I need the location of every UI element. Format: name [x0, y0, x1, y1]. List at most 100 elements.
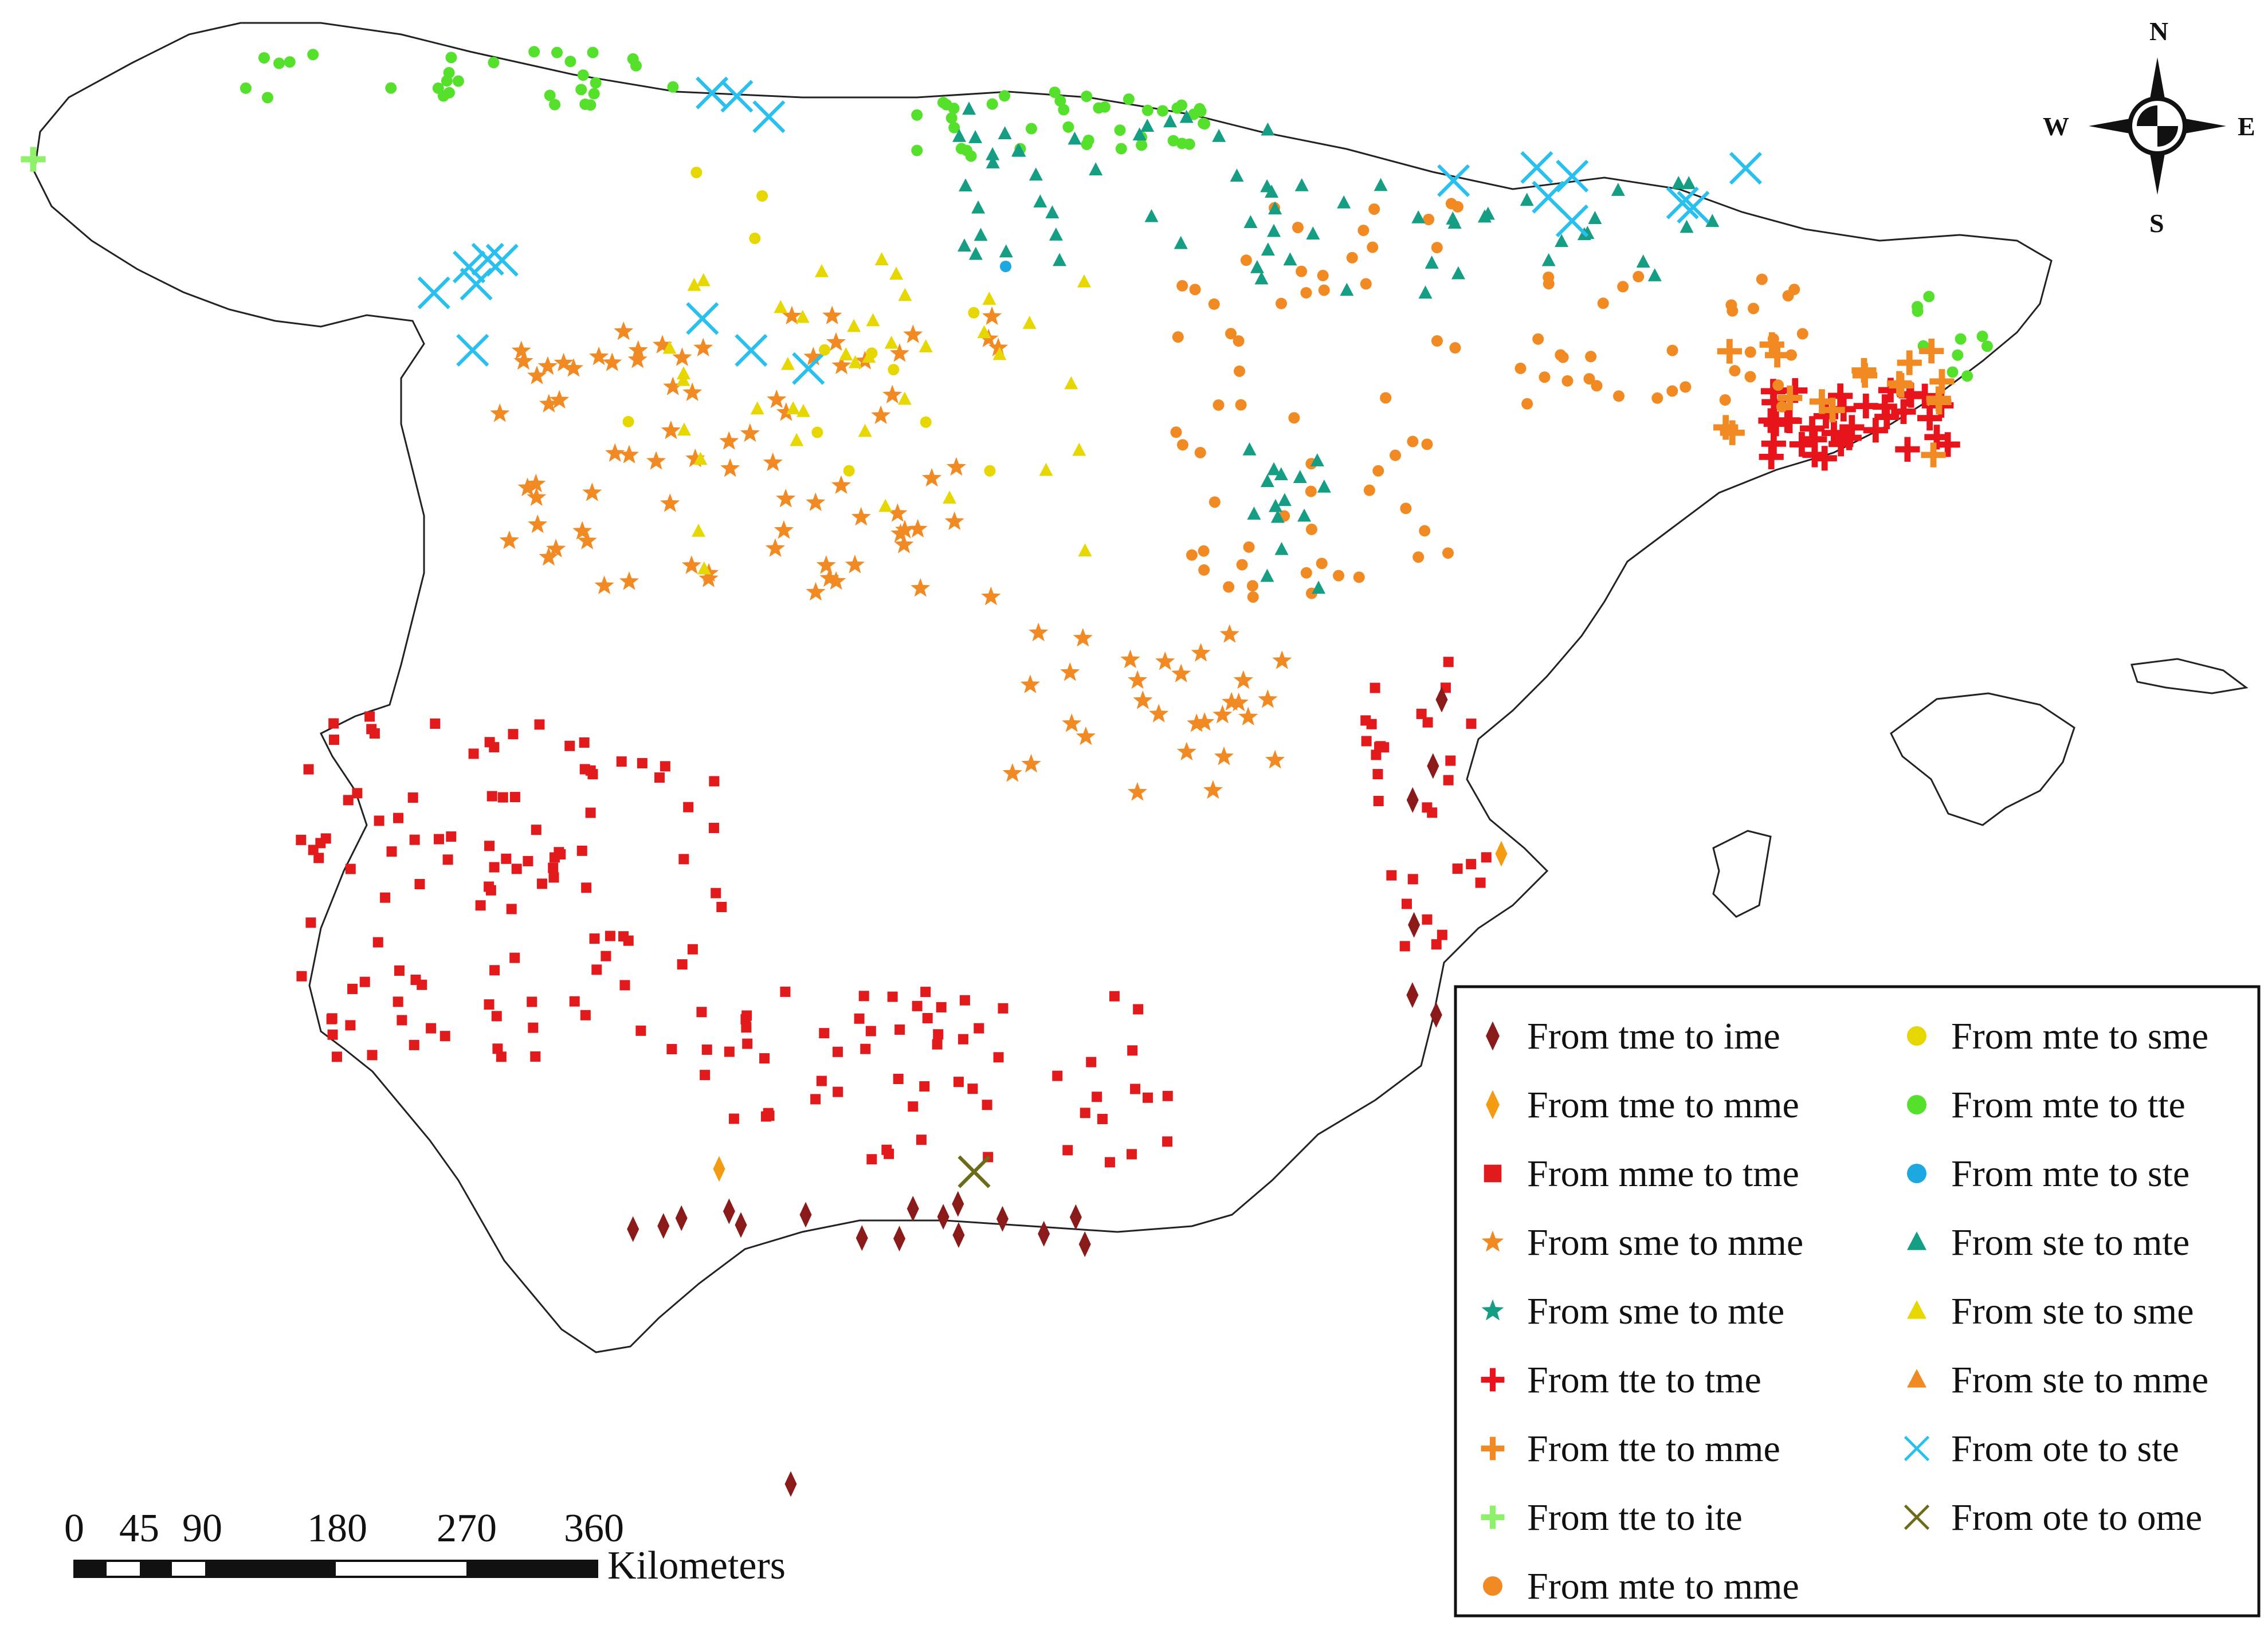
marker-mte-to-sme	[756, 190, 768, 202]
legend-item-mme-to-tme: From mme to tme	[1484, 1153, 1799, 1195]
marker-sme-to-mme	[719, 431, 739, 450]
marker-mte-to-tte	[911, 144, 923, 156]
marker-mte-to-mme	[1333, 570, 1345, 582]
marker-mme-to-tme	[967, 1084, 978, 1094]
marker-sme-to-mme	[499, 530, 519, 549]
marker-mme-to-tme	[1143, 1092, 1153, 1103]
marker-mte-to-tte	[528, 46, 540, 58]
marker-sme-to-mme	[851, 507, 871, 526]
marker-tme-to-ime	[907, 1196, 919, 1222]
marker-mme-to-tme	[1481, 852, 1492, 863]
legend-label: From tte to ite	[1527, 1497, 1743, 1538]
marker-mme-to-tme	[1386, 870, 1397, 881]
marker-mme-to-tme	[933, 1029, 944, 1040]
marker-mte-to-mme	[1666, 344, 1678, 356]
marker-mte-to-tte	[284, 56, 296, 68]
marker-sme-to-mme	[911, 578, 931, 597]
marker-mte-to-tte	[965, 150, 977, 162]
marker-mme-to-tme	[700, 1070, 711, 1081]
marker-ste-to-mte	[1317, 479, 1331, 493]
marker-mme-to-tme	[637, 757, 648, 768]
marker-sme-to-mme	[539, 547, 559, 566]
legend-item-tte-to-ite: From tte to ite	[1481, 1497, 1743, 1538]
marker-mme-to-tme	[359, 976, 370, 987]
scale-seg-1	[74, 1561, 107, 1577]
marker-sme-to-mme	[889, 343, 909, 362]
legend-symbol-triangle	[1907, 1300, 1926, 1319]
marker-ste-to-mte	[1261, 122, 1275, 136]
marker-mte-to-mme	[1316, 558, 1328, 570]
marker-mte-to-mme	[1788, 284, 1800, 296]
marker-sme-to-mme	[582, 482, 602, 501]
marker-mte-to-mme	[1583, 373, 1595, 385]
marker-ste-to-mte	[1374, 178, 1388, 191]
marker-mme-to-tme	[1401, 898, 1412, 909]
marker-ste-to-mte	[968, 130, 983, 143]
marker-mme-to-tme	[527, 996, 537, 1007]
marker-mte-to-sme	[920, 416, 932, 428]
marker-mme-to-tme	[523, 855, 533, 866]
marker-sme-to-mme	[605, 443, 625, 462]
marker-sme-to-mme	[1219, 624, 1239, 643]
legend-label: From tte to mme	[1527, 1428, 1780, 1470]
marker-ste-to-mte	[1555, 234, 1569, 248]
marker-tte-to-tme	[1799, 416, 1825, 441]
marker-mte-to-tte	[385, 82, 397, 94]
marker-ste-to-sme	[795, 309, 810, 323]
marker-mme-to-tme	[1104, 1157, 1115, 1168]
marker-mme-to-tme	[433, 834, 444, 845]
marker-ste-to-mte	[1260, 474, 1274, 488]
marker-mte-to-tte	[443, 66, 455, 78]
marker-mme-to-tme	[497, 792, 508, 803]
marker-mme-to-tme	[687, 944, 698, 955]
legend-item-ote-to-ome: From ote to ome	[1904, 1497, 2202, 1538]
marker-mme-to-tme	[635, 1025, 646, 1036]
marker-mte-to-mme	[1407, 435, 1419, 447]
scale-tick-360: 360	[564, 1506, 624, 1550]
marker-mme-to-tme	[345, 863, 356, 874]
marker-mme-to-tme	[489, 862, 500, 873]
marker-mme-to-tme	[511, 863, 522, 874]
compass-rose: N S E W	[2043, 17, 2255, 238]
mallorca-outline	[1890, 692, 2075, 826]
marker-ste-to-sme	[1022, 316, 1037, 329]
marker-sme-to-mme	[894, 535, 914, 554]
marker-mte-to-mme	[1776, 401, 1788, 413]
marker-mme-to-tme	[587, 769, 598, 780]
marker-mme-to-tme	[1366, 719, 1377, 729]
marker-mme-to-tme	[866, 1154, 877, 1165]
marker-mme-to-tme	[1416, 708, 1427, 719]
legend-item-ste-to-sme: From ste to sme	[1907, 1290, 2194, 1332]
scale-seg-4	[466, 1561, 597, 1577]
marker-ste-to-sme	[696, 273, 711, 286]
marker-ste-to-mte	[1636, 254, 1650, 268]
marker-ste-to-mte	[1682, 176, 1696, 190]
marker-ste-to-sme	[687, 277, 701, 291]
marker-mme-to-tme	[426, 1023, 437, 1034]
marker-mme-to-tme	[509, 952, 520, 963]
marker-mme-to-tme	[908, 1101, 919, 1112]
marker-mme-to-tme	[1422, 717, 1433, 728]
marker-tme-to-ime	[1406, 982, 1419, 1008]
marker-mme-to-tme	[601, 951, 611, 961]
marker-mme-to-tme	[1443, 775, 1454, 786]
marker-mme-to-tme	[701, 1044, 712, 1055]
marker-mte-to-mme	[1423, 213, 1435, 225]
marker-mte-to-tte	[945, 112, 958, 124]
marker-ste-to-mte	[999, 244, 1013, 258]
marker-mme-to-tme	[579, 737, 590, 748]
marker-ste-to-mte	[1312, 580, 1326, 594]
marker-sme-to-mme	[602, 352, 622, 371]
marker-tme-to-ime	[952, 1222, 965, 1248]
marker-ste-to-mte	[1680, 219, 1694, 233]
legend-label: From sme to mme	[1527, 1222, 1803, 1263]
marker-sme-to-mme	[619, 445, 639, 464]
marker-mme-to-tme	[1422, 914, 1433, 925]
marker-mte-to-sme	[866, 347, 878, 359]
marker-mme-to-tme	[534, 719, 545, 730]
marker-mme-to-tme	[654, 772, 665, 783]
marker-mme-to-tme	[328, 735, 339, 745]
marker-mme-to-tme	[833, 1086, 843, 1097]
marker-sme-to-mme	[1191, 643, 1211, 662]
marker-mte-to-tte	[1025, 123, 1037, 135]
